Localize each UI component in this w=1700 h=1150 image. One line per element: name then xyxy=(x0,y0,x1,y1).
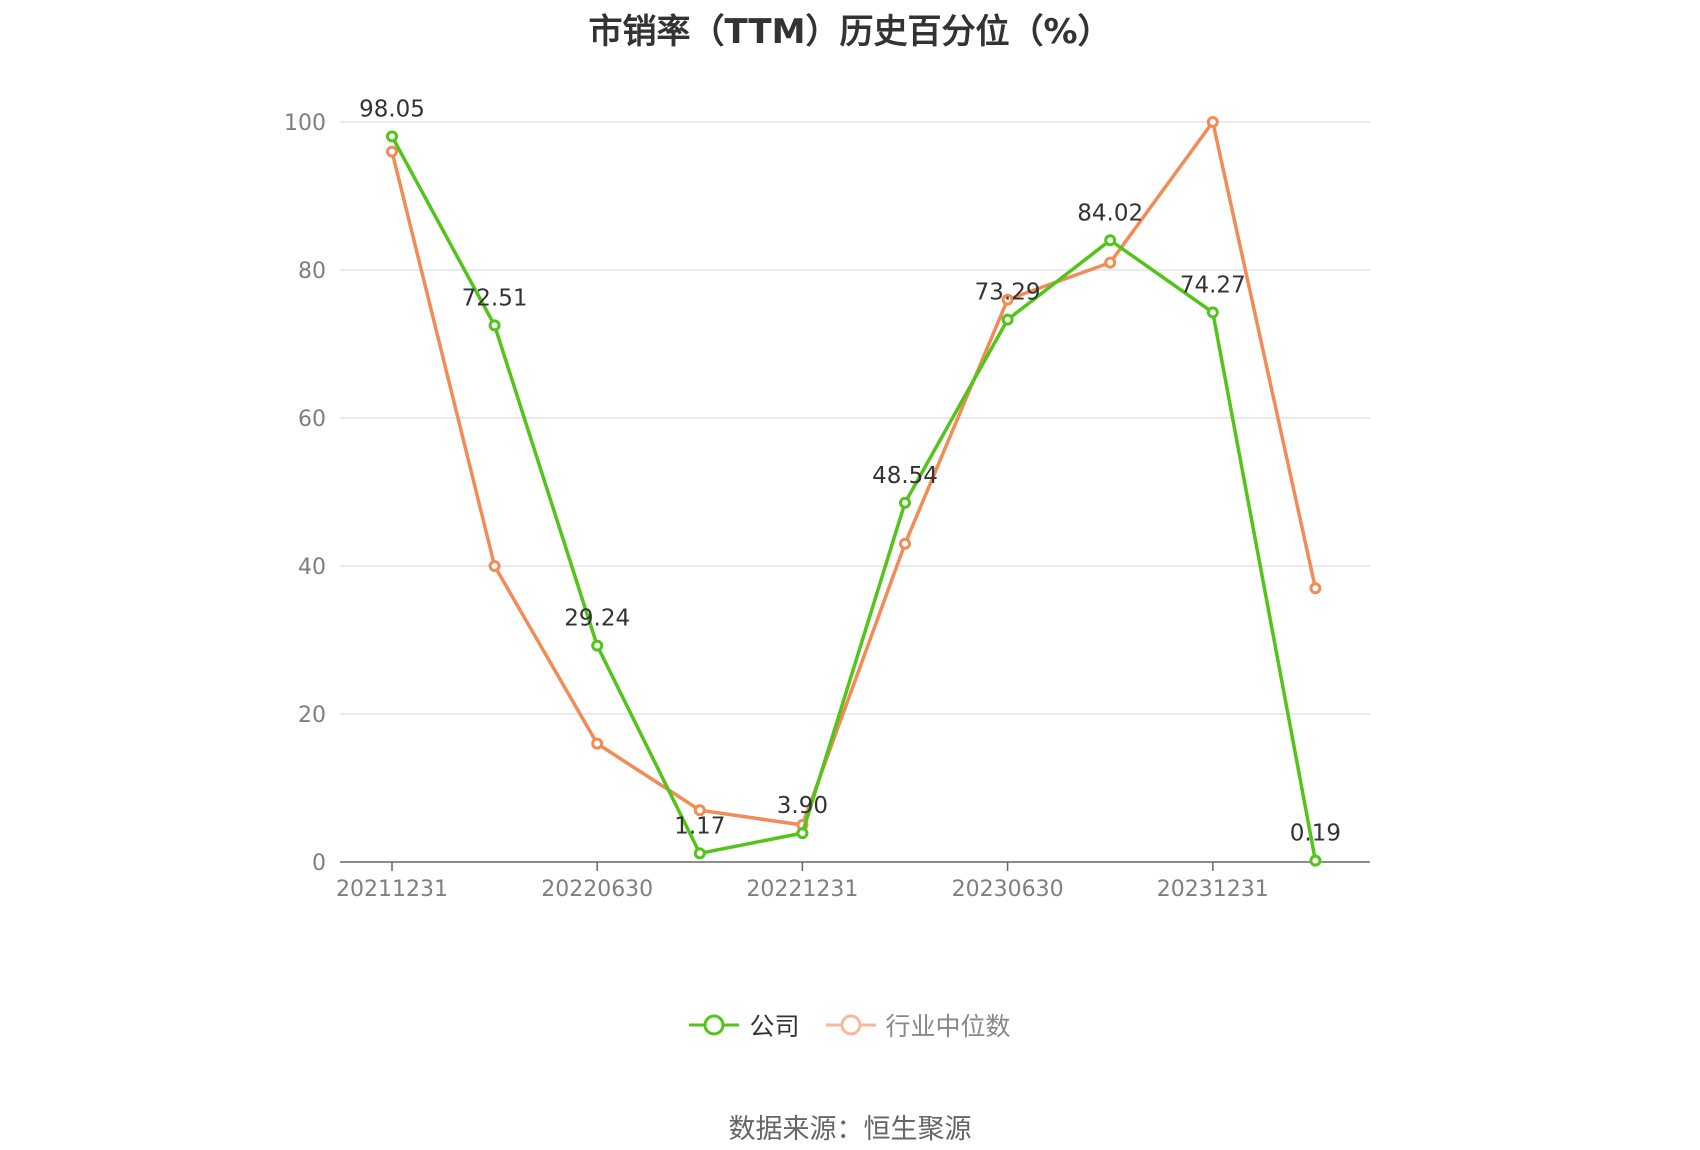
data-point-company xyxy=(488,319,501,332)
data-point-company xyxy=(1104,234,1117,247)
y-tick-label: 100 xyxy=(284,111,326,136)
x-tick-label: 20211231 xyxy=(336,877,448,902)
data-point-industry xyxy=(1001,293,1014,306)
data-point-company xyxy=(899,496,911,509)
data-point-company xyxy=(386,130,398,143)
data-point-company xyxy=(1206,306,1219,319)
series-line-industry xyxy=(390,120,1318,827)
x-tick-label: 20231231 xyxy=(1157,877,1269,902)
legend-industry-marker-icon xyxy=(825,1014,876,1036)
y-tick-label: 40 xyxy=(298,555,326,580)
data-label-company: 48.54 xyxy=(872,463,938,489)
data-label-company: 84.02 xyxy=(1077,200,1143,226)
x-tick-label: 20220630 xyxy=(541,877,653,902)
data-point-industry xyxy=(1309,582,1322,595)
data-point-company xyxy=(591,639,604,652)
data-label-company: 1.17 xyxy=(674,813,725,839)
source-note: 数据来源：恒生聚源 xyxy=(728,1114,972,1145)
data-label-company: 3.90 xyxy=(777,793,828,819)
legend-label-company: 公司 xyxy=(749,1012,800,1041)
data-label-company: 98.05 xyxy=(359,96,425,122)
data-point-industry xyxy=(488,560,501,572)
data-labels: 98.05 72.51 29.24 1.17 3.90 48.54 73.29 84.02 74… xyxy=(359,96,1341,846)
y-tick-label: 20 xyxy=(298,703,326,728)
grid-lines xyxy=(340,121,1370,715)
data-point-company xyxy=(693,847,706,860)
legend-company-marker-icon xyxy=(689,1014,740,1036)
data-point-industry xyxy=(1206,116,1219,128)
axes: 0 20 40 60 80 100 20211231 20220630 20221231 2023… xyxy=(284,111,1370,902)
data-label-company: 29.24 xyxy=(564,606,630,632)
y-tick-label: 0 xyxy=(312,851,326,876)
data-label-company: 73.29 xyxy=(975,280,1041,306)
chart-title: 市销率（TTM）历史百分位（%） xyxy=(588,12,1112,52)
x-tick-label: 20230630 xyxy=(952,877,1064,902)
y-tick-label: 80 xyxy=(298,259,326,284)
data-point-industry xyxy=(693,804,706,817)
y-tick-label: 60 xyxy=(298,407,326,432)
x-tick-label: 20221231 xyxy=(746,877,858,902)
data-point-industry xyxy=(591,737,604,750)
legend-label-industry: 行业中位数 xyxy=(885,1012,1011,1041)
data-label-company: 74.27 xyxy=(1180,272,1246,298)
series-line-company xyxy=(390,135,1318,861)
data-label-company: 72.51 xyxy=(462,285,528,311)
data-point-company xyxy=(1309,854,1322,867)
legend-item-company[interactable]: 公司 xyxy=(689,1007,800,1043)
legend: 公司 行业中位数 xyxy=(0,1007,1700,1043)
data-point-industry xyxy=(899,537,911,550)
data-point-industry xyxy=(1104,256,1117,269)
data-point-company xyxy=(796,827,809,840)
data-point-company xyxy=(1001,313,1014,326)
data-point-industry xyxy=(386,145,398,158)
series-lines xyxy=(386,116,1322,867)
data-label-company: 0.19 xyxy=(1290,821,1341,847)
legend-item-industry[interactable]: 行业中位数 xyxy=(825,1007,1011,1043)
